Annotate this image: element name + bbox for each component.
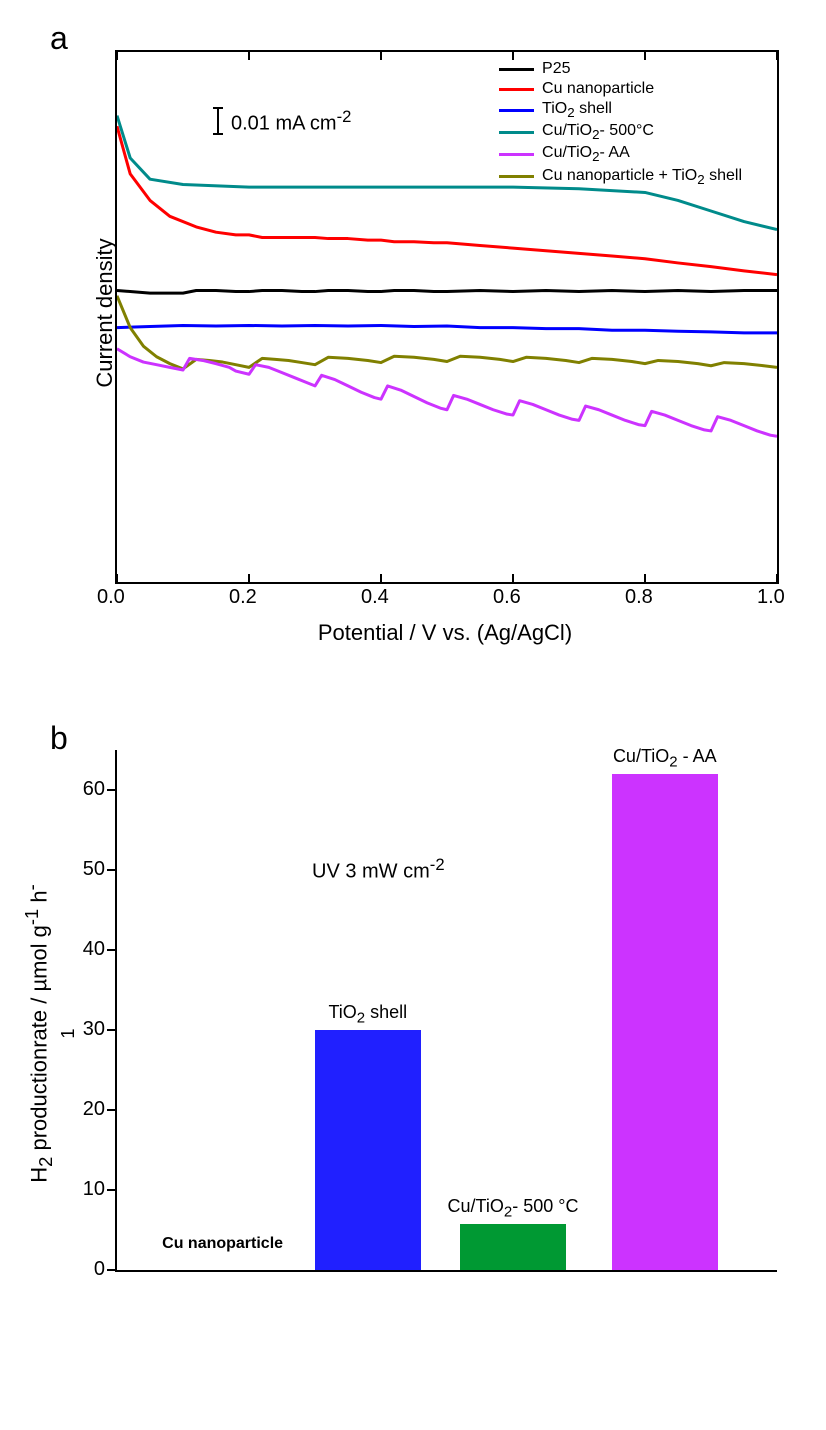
- xtick-label: 0.2: [229, 586, 257, 609]
- panel-a-legend: P25 Cu nanoparticle TiO2 shellCu/TiO2- 500…: [499, 60, 742, 189]
- legend-label: Cu nanoparticle: [542, 80, 654, 98]
- ytick-mark: [107, 1189, 115, 1191]
- bar-label: Cu nanoparticle: [138, 1235, 308, 1253]
- legend-swatch: [499, 131, 534, 134]
- legend-label: Cu/TiO2- 500°C: [542, 122, 654, 142]
- legend-swatch: [499, 68, 534, 71]
- legend-item: Cu nanoparticle: [499, 80, 742, 98]
- figure: a 0.01 mA cm-2 P25 Cu nanoparticle TiO2 sh…: [20, 20, 806, 1350]
- ytick-mark: [107, 869, 115, 871]
- series-line: [117, 291, 777, 294]
- ytick-mark: [107, 1029, 115, 1031]
- ytick-label: 10: [75, 1178, 105, 1201]
- legend-item: Cu/TiO2- 500°C: [499, 122, 742, 142]
- panel-b-label: b: [50, 720, 68, 757]
- xtick-label: 0.6: [493, 586, 521, 609]
- legend-label: P25: [542, 60, 570, 78]
- scale-bar: 0.01 mA cm-2: [217, 107, 351, 136]
- ytick-label: 40: [75, 938, 105, 961]
- ytick-mark: [107, 1269, 115, 1271]
- bar-label: Cu/TiO2 - AA: [580, 746, 750, 771]
- annotation: UV 3 mW cm-2: [312, 855, 445, 884]
- bar: [315, 1030, 421, 1270]
- panel-a-plot: 0.01 mA cm-2 P25 Cu nanoparticle TiO2 shel…: [115, 50, 779, 584]
- legend-swatch: [499, 153, 534, 156]
- panel-a-xlabel: Potential / V vs. (Ag/AgCl): [115, 620, 775, 646]
- panel-b: b UV 3 mW cm-2 Cu nanoparticle TiO2 shell C…: [20, 720, 806, 1350]
- series-line: [117, 325, 777, 332]
- scale-bar-text: 0.01 mA cm-2: [231, 107, 351, 136]
- legend-label: Cu/TiO2- AA: [542, 144, 630, 164]
- bar: [612, 774, 718, 1270]
- legend-item: TiO2 shell: [499, 100, 742, 120]
- ytick-mark: [107, 949, 115, 951]
- legend-item: P25: [499, 60, 742, 78]
- ytick-label: 20: [75, 1098, 105, 1121]
- legend-swatch: [499, 88, 534, 91]
- scale-bar-icon: [217, 107, 219, 135]
- legend-label: TiO2 shell: [542, 100, 612, 120]
- legend-swatch: [499, 175, 534, 178]
- legend-label: Cu nanoparticle + TiO2 shell: [542, 167, 742, 187]
- panel-b-plot: UV 3 mW cm-2 Cu nanoparticle TiO2 shell Cu/…: [115, 750, 777, 1272]
- xtick-label: 0.0: [97, 586, 125, 609]
- xtick-label: 0.8: [625, 586, 653, 609]
- xtick-label: 0.4: [361, 586, 389, 609]
- panel-a: a 0.01 mA cm-2 P25 Cu nanoparticle TiO2 sh…: [20, 20, 806, 660]
- ytick-label: 0: [75, 1258, 105, 1281]
- legend-swatch: [499, 109, 534, 112]
- ytick-label: 60: [75, 778, 105, 801]
- bar: [460, 1224, 566, 1270]
- panel-a-ylabel: Current density: [92, 213, 118, 413]
- bar-label: TiO2 shell: [283, 1002, 453, 1027]
- ytick-label: 30: [75, 1018, 105, 1041]
- bar-label: Cu/TiO2- 500 °C: [428, 1196, 598, 1221]
- ytick-mark: [107, 789, 115, 791]
- xtick-label: 1.0: [757, 586, 785, 609]
- panel-a-label: a: [50, 20, 68, 57]
- ytick-label: 50: [75, 858, 105, 881]
- ytick-mark: [107, 1109, 115, 1111]
- legend-item: Cu/TiO2- AA: [499, 144, 742, 164]
- legend-item: Cu nanoparticle + TiO2 shell: [499, 167, 742, 187]
